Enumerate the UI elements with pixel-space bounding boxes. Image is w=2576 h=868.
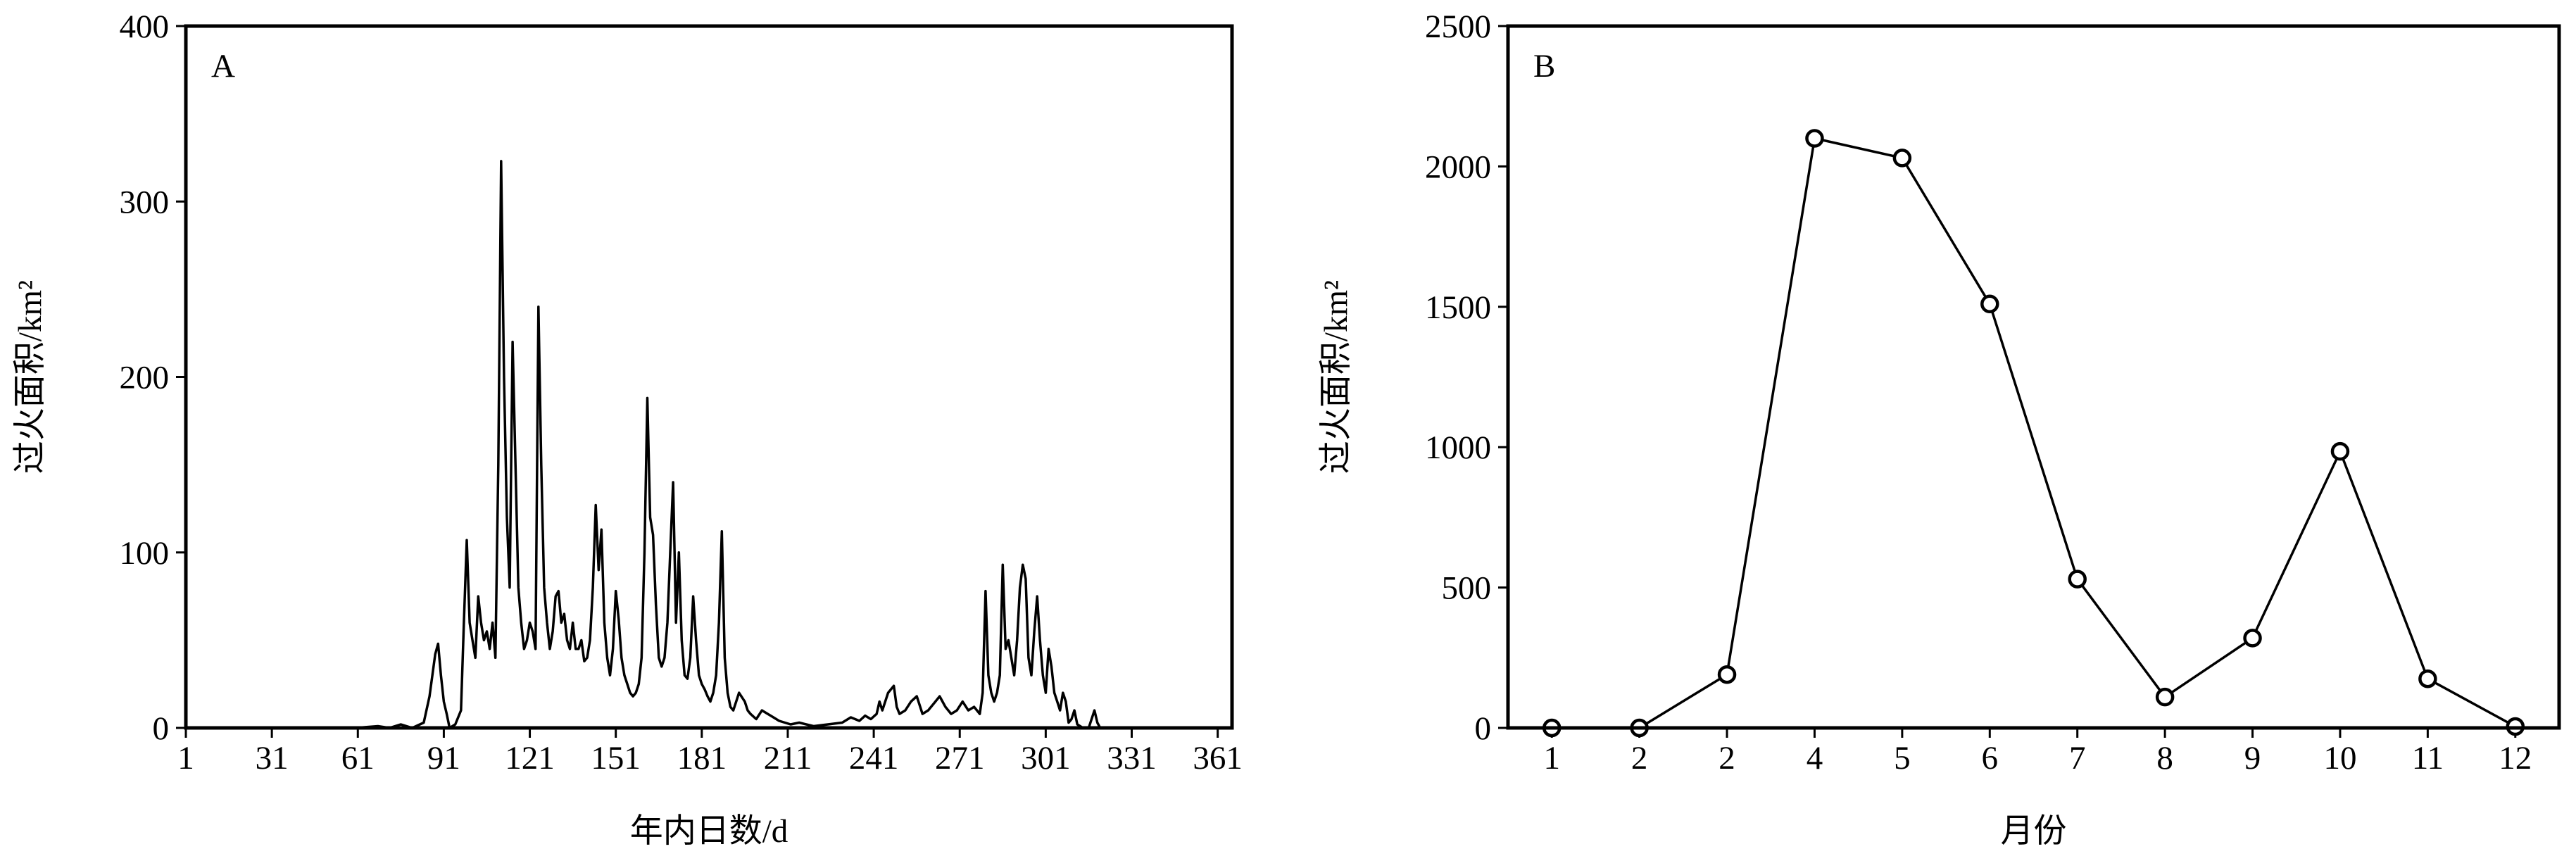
- panel-label: A: [211, 48, 235, 84]
- data-marker: [2243, 629, 2262, 648]
- x-tick-label: 9: [2244, 740, 2261, 776]
- x-tick-label: 2: [1631, 740, 1648, 776]
- data-marker: [1717, 665, 1737, 684]
- x-tick-label: 31: [256, 740, 289, 776]
- data-line: [186, 160, 1106, 729]
- y-tick-label: 100: [120, 535, 170, 572]
- x-tick-label: 301: [1021, 740, 1071, 776]
- x-tick-label: 271: [935, 740, 985, 776]
- y-tick-label: 300: [120, 184, 170, 220]
- x-tick-label: 241: [849, 740, 899, 776]
- y-tick-label: 200: [120, 360, 170, 396]
- x-axis-label: 月份: [2001, 813, 2067, 850]
- data-line: [1552, 137, 2516, 729]
- data-marker: [1892, 149, 1912, 168]
- y-tick-label: 1500: [1425, 289, 1491, 326]
- x-tick-label: 7: [2069, 740, 2086, 776]
- plot-frame: [184, 24, 1234, 730]
- y-tick-label: 400: [120, 8, 170, 45]
- x-tick-label: 361: [1193, 740, 1243, 776]
- data-marker: [2330, 441, 2350, 461]
- x-tick-label: 91: [427, 740, 460, 776]
- x-tick-label: 10: [2323, 740, 2356, 776]
- x-axis-label: 年内日数/d: [630, 813, 788, 850]
- x-tick-label: 331: [1107, 740, 1157, 776]
- plot-frame: [1506, 24, 2561, 730]
- y-tick-label: 1000: [1425, 429, 1491, 466]
- x-tick-label: 181: [677, 740, 727, 776]
- x-tick-label: 8: [2156, 740, 2173, 776]
- y-tick-label: 0: [1475, 710, 1492, 747]
- x-tick-label: 1: [177, 740, 194, 776]
- x-tick-label: 211: [764, 740, 812, 776]
- data-marker: [1980, 294, 1999, 314]
- x-tick-label: 151: [591, 740, 641, 776]
- data-marker: [2155, 687, 2175, 707]
- y-axis-label: 过火面积/km²: [1318, 280, 1355, 474]
- y-tick-label: 0: [153, 710, 170, 747]
- y-tick-label: 2000: [1425, 149, 1491, 185]
- y-axis-label: 过火面积/km²: [12, 280, 49, 474]
- x-tick-label: 2: [1719, 740, 1735, 776]
- data-marker: [2418, 669, 2437, 688]
- data-marker: [1805, 129, 1824, 148]
- x-tick-label: 4: [1807, 740, 1823, 776]
- y-tick-label: 500: [1442, 570, 1492, 607]
- data-marker: [2068, 570, 2087, 589]
- x-tick-label: 121: [505, 740, 555, 776]
- x-tick-label: 6: [1982, 740, 1999, 776]
- x-tick-label: 1: [1543, 740, 1560, 776]
- x-tick-label: 12: [2499, 740, 2532, 776]
- y-tick-label: 2500: [1425, 8, 1491, 45]
- panel-label: B: [1533, 48, 1555, 84]
- x-tick-label: 61: [341, 740, 375, 776]
- x-tick-label: 11: [2412, 740, 2444, 776]
- x-tick-label: 5: [1894, 740, 1911, 776]
